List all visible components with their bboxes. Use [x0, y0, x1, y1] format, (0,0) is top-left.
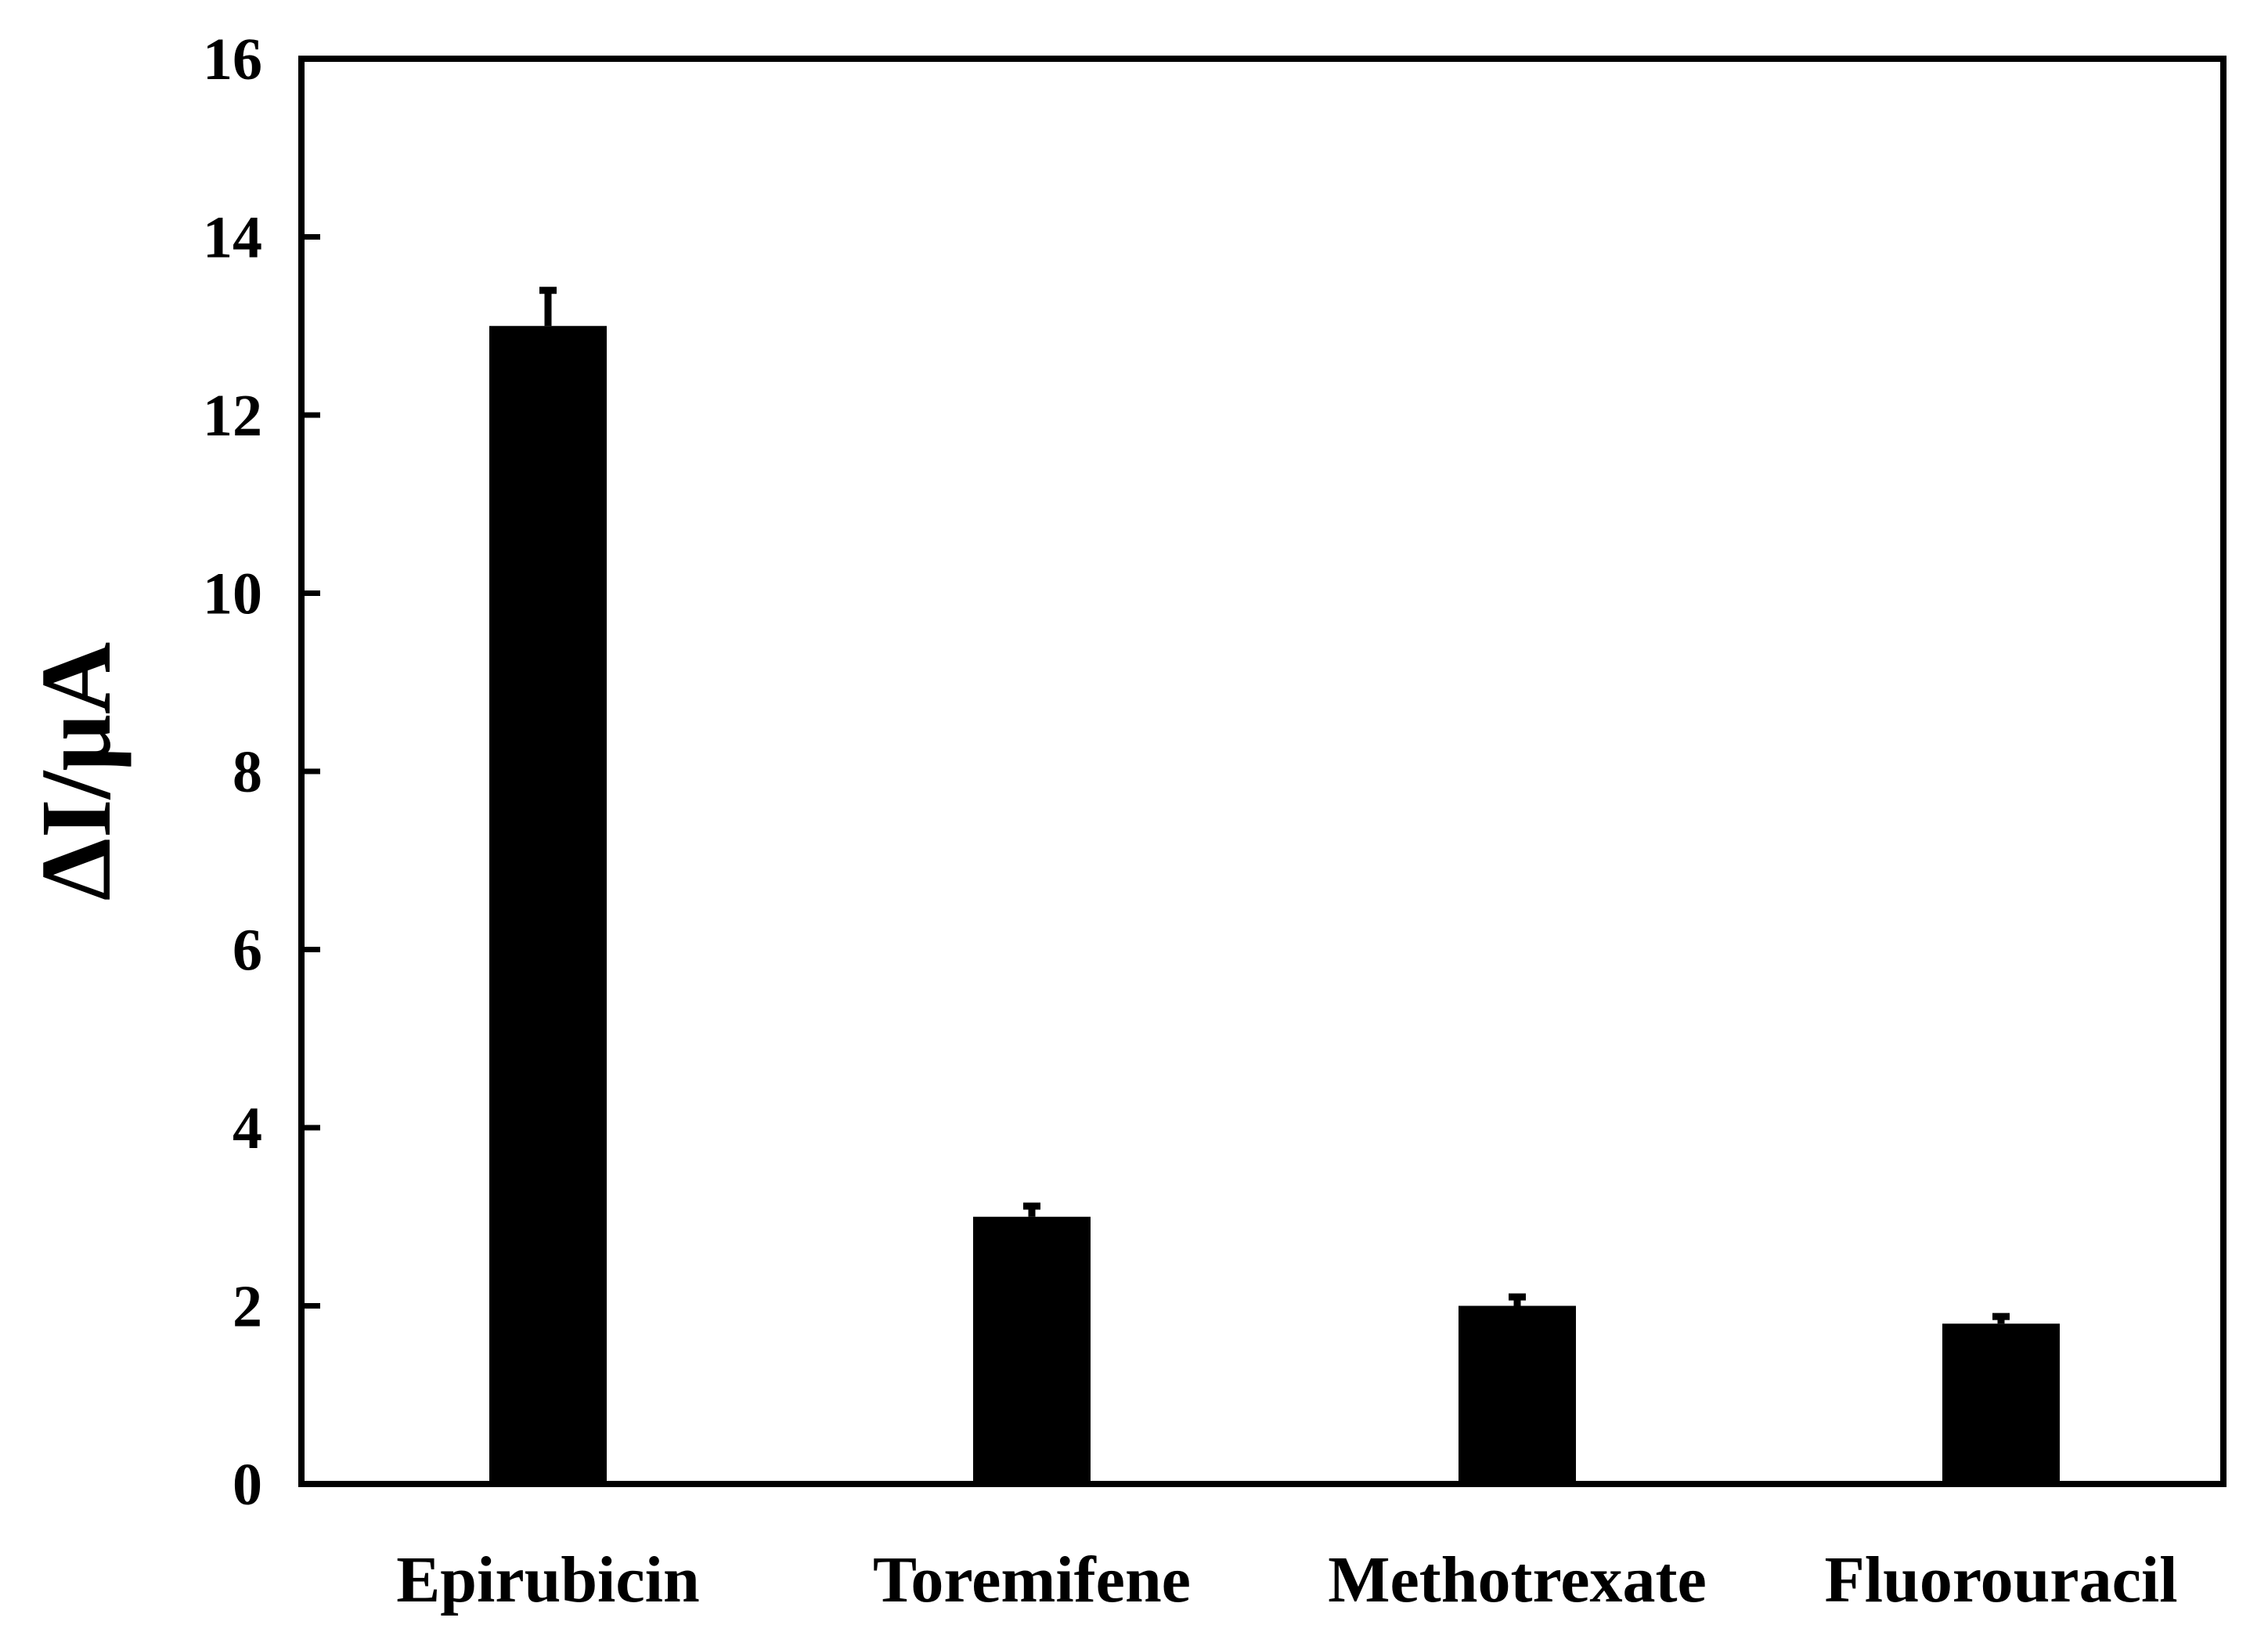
y-tick-label: 16	[203, 27, 262, 92]
y-tick-label: 14	[203, 205, 262, 271]
bar-epirubicin	[489, 326, 607, 1484]
y-tick-label: 12	[203, 383, 262, 449]
x-category-label: Toremifene	[873, 1544, 1191, 1616]
y-tick-label: 0	[233, 1452, 262, 1518]
error-bars-layer	[539, 287, 2010, 1324]
bar-methotrexate	[1459, 1305, 1576, 1484]
y-tick-label: 2	[233, 1274, 262, 1340]
y-axis-tick-labels: 0 2 4 6 8 10 12 14 16	[203, 27, 262, 1518]
error-bar-epirubicin	[539, 287, 557, 327]
y-tick-label: 8	[233, 739, 262, 805]
x-axis-category-labels: Epirubicin Toremifene Methotrexate Fluorour…	[396, 1544, 2177, 1616]
x-category-label: Fluorouracil	[1824, 1544, 2177, 1616]
bar-toremifene	[973, 1216, 1091, 1484]
x-category-label: Epirubicin	[396, 1544, 699, 1616]
error-bar-fluorouracil	[1992, 1312, 2010, 1324]
y-tick-label: 10	[203, 561, 262, 627]
error-bar-methotrexate	[1509, 1293, 1526, 1306]
y-axis-title: ΔI/μA	[20, 642, 132, 901]
x-category-label: Methotrexate	[1328, 1544, 1707, 1616]
y-tick-label: 4	[233, 1096, 262, 1161]
y-tick-label: 6	[233, 918, 262, 984]
bar-fluorouracil	[1942, 1323, 2060, 1484]
bars-layer	[489, 326, 2060, 1484]
error-bar-toremifene	[1023, 1202, 1040, 1217]
y-axis-ticks	[301, 56, 320, 1487]
